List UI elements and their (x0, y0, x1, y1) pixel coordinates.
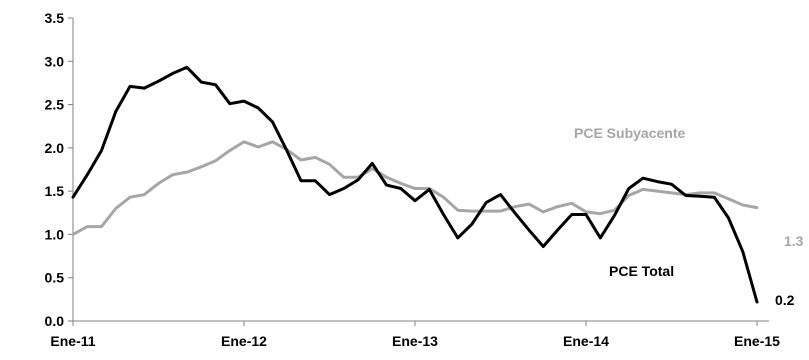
x-axis: Ene-11 Ene-12 Ene-13 Ene-14 Ene-15 (50, 320, 780, 349)
x-tick-label: Ene-12 (221, 333, 267, 349)
x-tick-label: Ene-11 (50, 333, 95, 349)
y-axis: 0.0 0.5 1.0 1.5 2.0 2.5 3.0 3.5 (45, 10, 74, 329)
end-value-label-pce-subyacente: 1.3 (784, 233, 804, 249)
y-tick-label: 2.0 (45, 140, 65, 156)
y-tick-label: 0.0 (45, 313, 65, 329)
x-tick-label: Ene-13 (392, 333, 438, 349)
y-tick-label: 2.5 (45, 97, 65, 113)
y-tick-label: 3.0 (45, 53, 65, 69)
series-labels: PCE Subyacente PCE Total 1.3 0.2 (574, 125, 804, 308)
series-line-pce-subyacente (71, 140, 759, 236)
series-lines (71, 65, 759, 304)
end-value-label-pce-total: 0.2 (775, 292, 795, 308)
y-tick-label: 3.5 (45, 10, 65, 26)
y-tick-label: 1.0 (45, 226, 65, 242)
series-line-pce-total (71, 65, 759, 304)
x-tick-label: Ene-15 (734, 333, 780, 349)
series-label-pce-total: PCE Total (609, 263, 674, 279)
y-tick-label: 0.5 (45, 270, 65, 286)
x-tick-label: Ene-14 (563, 333, 609, 349)
y-tick-label: 1.5 (45, 183, 65, 199)
series-label-pce-subyacente: PCE Subyacente (574, 125, 685, 141)
